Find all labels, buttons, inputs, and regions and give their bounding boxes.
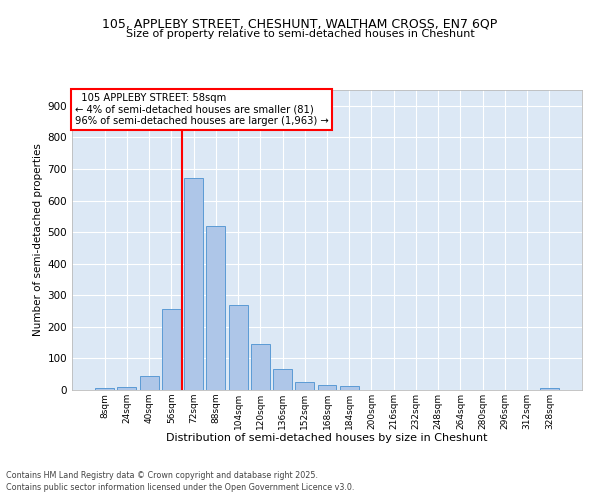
Bar <box>162 310 181 390</box>
Bar <box>95 388 114 390</box>
Bar <box>273 370 292 390</box>
Y-axis label: Number of semi-detached properties: Number of semi-detached properties <box>34 144 43 336</box>
Bar <box>251 344 270 390</box>
Text: Contains HM Land Registry data © Crown copyright and database right 2025.: Contains HM Land Registry data © Crown c… <box>6 471 318 480</box>
X-axis label: Distribution of semi-detached houses by size in Cheshunt: Distribution of semi-detached houses by … <box>166 434 488 444</box>
Bar <box>340 386 359 390</box>
Bar <box>140 376 158 390</box>
Bar <box>317 386 337 390</box>
Text: Contains public sector information licensed under the Open Government Licence v3: Contains public sector information licen… <box>6 484 355 492</box>
Text: Size of property relative to semi-detached houses in Cheshunt: Size of property relative to semi-detach… <box>125 29 475 39</box>
Bar <box>540 388 559 390</box>
Text: 105, APPLEBY STREET, CHESHUNT, WALTHAM CROSS, EN7 6QP: 105, APPLEBY STREET, CHESHUNT, WALTHAM C… <box>103 18 497 30</box>
Bar <box>229 304 248 390</box>
Text: 105 APPLEBY STREET: 58sqm  
← 4% of semi-detached houses are smaller (81)
96% of: 105 APPLEBY STREET: 58sqm ← 4% of semi-d… <box>74 93 328 126</box>
Bar <box>295 382 314 390</box>
Bar <box>184 178 203 390</box>
Bar <box>206 226 225 390</box>
Bar <box>118 387 136 390</box>
